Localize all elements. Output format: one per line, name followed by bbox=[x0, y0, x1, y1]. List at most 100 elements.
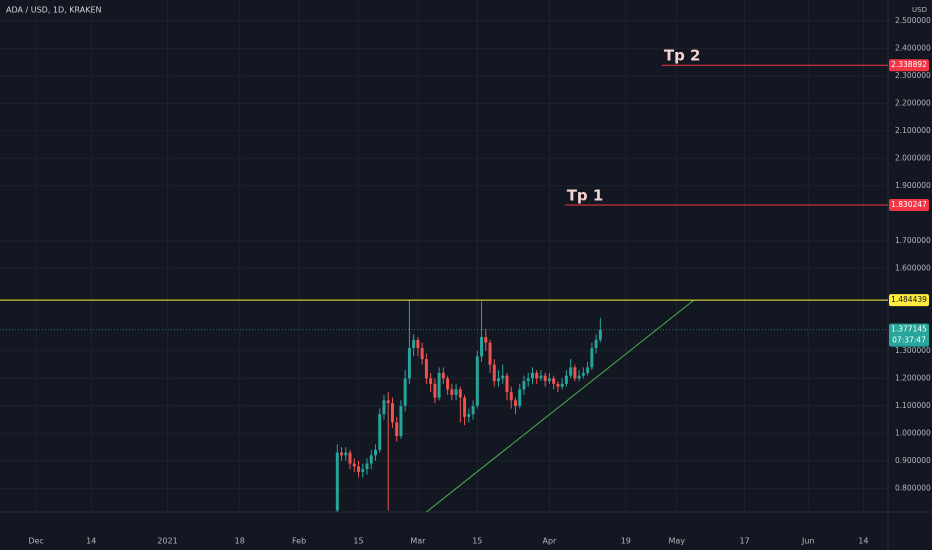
price-tag bbox=[889, 294, 929, 307]
candle-body bbox=[450, 389, 454, 395]
y-tick-label: 1.200000 bbox=[895, 373, 931, 382]
candle-body bbox=[556, 383, 560, 387]
candle-body bbox=[340, 452, 344, 456]
candle-body bbox=[594, 339, 598, 349]
level-label: Tp 2 bbox=[664, 47, 701, 65]
candle-body bbox=[352, 463, 356, 467]
price-tag-label: 2.338892 bbox=[891, 60, 927, 69]
y-tick-label: 2.100000 bbox=[895, 126, 931, 135]
x-tick-label: 14 bbox=[858, 537, 868, 546]
x-tick-label: Dec bbox=[28, 537, 43, 546]
candle-body bbox=[412, 339, 416, 349]
candle-body bbox=[501, 375, 505, 379]
x-tick-label: Feb bbox=[292, 537, 306, 546]
x-tick-label: 17 bbox=[740, 537, 750, 546]
candle-body bbox=[471, 405, 475, 415]
x-tick-label: 15 bbox=[472, 537, 482, 546]
x-tick-label: 19 bbox=[621, 537, 631, 546]
candle-body bbox=[335, 452, 339, 511]
price-tag-label: 1.377145 bbox=[891, 325, 927, 334]
candle-body bbox=[484, 337, 488, 343]
candle-body bbox=[492, 364, 496, 382]
candle-body bbox=[590, 348, 594, 368]
candle-body bbox=[539, 375, 543, 379]
candle-body bbox=[475, 356, 479, 406]
candle-body bbox=[403, 378, 407, 406]
level-label: Tp 1 bbox=[567, 187, 604, 205]
y-tick-label: 1.300000 bbox=[895, 346, 931, 355]
candle-body bbox=[407, 348, 411, 379]
candle-body bbox=[581, 372, 585, 376]
axis-currency: USD bbox=[912, 6, 927, 14]
candle-body bbox=[361, 469, 365, 472]
candle-body bbox=[437, 372, 441, 398]
axes: 0.800000 0.900000 1.000000 1.100000 1.200000… bbox=[28, 16, 931, 546]
candle-body bbox=[530, 372, 534, 379]
candle-body bbox=[369, 455, 373, 464]
candle-body bbox=[424, 359, 428, 379]
countdown-label: 07:37:47 bbox=[892, 336, 926, 345]
candle-body bbox=[458, 389, 462, 398]
candle-body bbox=[399, 405, 403, 437]
chart-title: ADA / USD, 1D, KRAKEN bbox=[6, 6, 102, 15]
y-tick-label: 2.300000 bbox=[895, 71, 931, 80]
candle-body bbox=[552, 378, 556, 384]
x-tick-label: Apr bbox=[543, 537, 558, 546]
candle-body bbox=[518, 389, 522, 406]
candle-body bbox=[543, 375, 547, 382]
candle-body bbox=[441, 372, 445, 379]
y-tick-label: 2.500000 bbox=[895, 16, 931, 25]
candle-body bbox=[429, 378, 433, 384]
candle-body bbox=[344, 452, 348, 456]
y-tick-label: 1.600000 bbox=[895, 263, 931, 272]
candle-body bbox=[420, 348, 424, 360]
candle-body bbox=[480, 337, 484, 357]
candle-body bbox=[573, 367, 577, 379]
candle-body bbox=[569, 367, 573, 376]
candle-body bbox=[382, 400, 386, 415]
candle-body bbox=[577, 375, 581, 379]
y-tick-label: 0.900000 bbox=[895, 456, 931, 465]
candle-body bbox=[586, 367, 590, 373]
candle-body bbox=[535, 372, 539, 379]
trend-line bbox=[426, 299, 694, 512]
price-tag-label: 1.830247 bbox=[891, 200, 927, 209]
candle-body bbox=[522, 381, 526, 390]
plot bbox=[0, 64, 888, 512]
candle-body bbox=[433, 383, 437, 398]
candle-body bbox=[357, 466, 360, 472]
candle-body bbox=[348, 452, 352, 464]
candle-body bbox=[514, 400, 517, 406]
candle-body bbox=[395, 422, 399, 437]
candle-body bbox=[560, 383, 564, 387]
candle-body bbox=[454, 389, 458, 395]
x-tick-label: 2021 bbox=[157, 537, 177, 546]
y-tick-label: 1.000000 bbox=[895, 428, 931, 437]
candle-body bbox=[365, 463, 369, 470]
price-tag-label: 1.484439 bbox=[891, 295, 927, 304]
y-tick-label: 1.700000 bbox=[895, 236, 931, 245]
grid bbox=[0, 0, 888, 512]
y-tick-label: 0.800000 bbox=[895, 483, 931, 492]
candle-body bbox=[463, 397, 467, 417]
candle-body bbox=[390, 403, 394, 423]
x-tick-label: Mar bbox=[410, 537, 426, 546]
candle-body bbox=[564, 375, 568, 384]
candle-body bbox=[526, 378, 530, 382]
y-tick-label: 2.400000 bbox=[895, 43, 931, 52]
candle-body bbox=[505, 375, 509, 393]
x-tick-label: 18 bbox=[235, 537, 245, 546]
candle-body bbox=[446, 378, 450, 390]
candle-body bbox=[509, 392, 513, 401]
candle-body bbox=[547, 378, 551, 382]
y-tick-label: 2.000000 bbox=[895, 153, 931, 162]
candle-body bbox=[488, 342, 492, 365]
y-tick-label: 2.200000 bbox=[895, 98, 931, 107]
candle-body bbox=[467, 414, 471, 417]
candle-body bbox=[598, 329, 602, 340]
candle-body bbox=[416, 339, 420, 349]
x-tick-label: Jun bbox=[801, 537, 815, 546]
